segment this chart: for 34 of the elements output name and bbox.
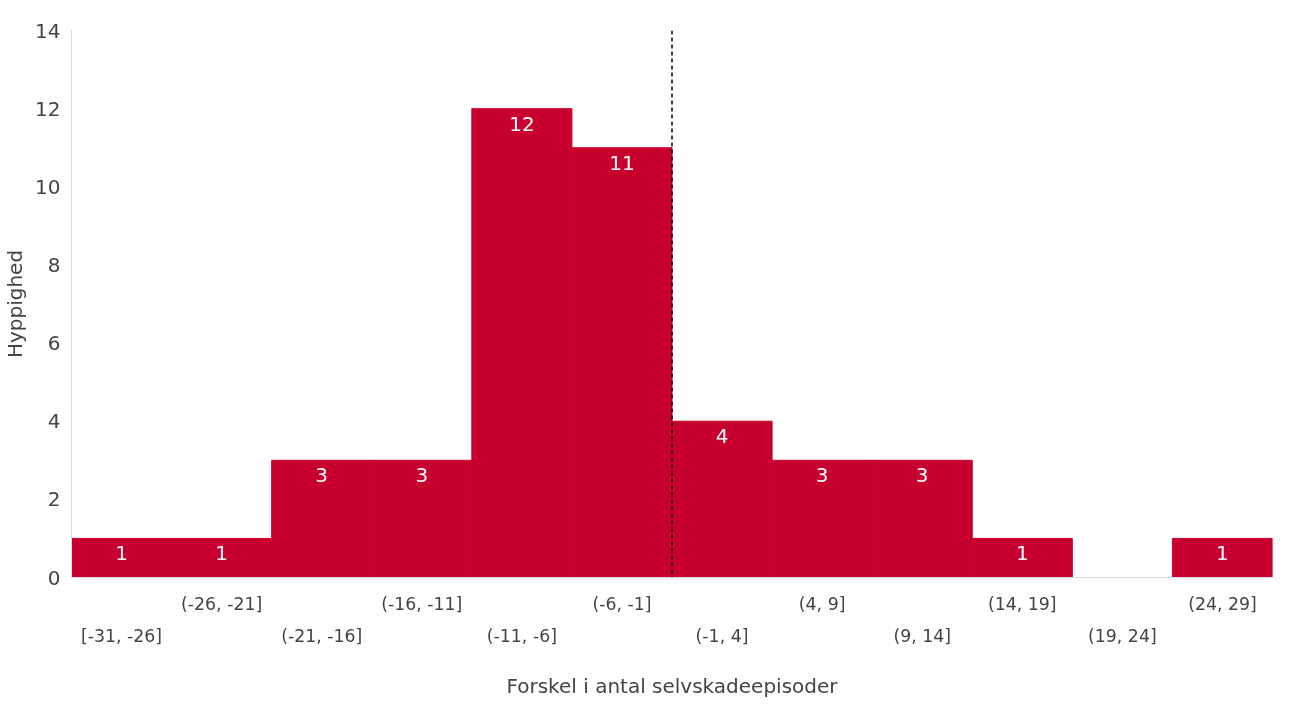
y-tick-label: 10 xyxy=(35,174,61,199)
data-label: 3 xyxy=(315,463,329,488)
x-tick-label: (19, 24] xyxy=(1088,625,1157,646)
data-label: 1 xyxy=(115,541,128,566)
y-tick-label: 12 xyxy=(35,96,61,121)
x-tick-label: (-1, 4] xyxy=(695,625,749,646)
x-tick-label: (-16, -11] xyxy=(381,593,463,614)
x-axis-title: Forskel i antal selvskadeepisoder xyxy=(506,673,839,698)
y-tick-label: 6 xyxy=(47,331,61,356)
x-tick-label: (9, 14] xyxy=(893,625,952,646)
data-label: 11 xyxy=(609,150,635,175)
data-label: 3 xyxy=(915,463,929,488)
x-tick-label: (-6, -1] xyxy=(592,593,652,614)
y-tick-label: 0 xyxy=(47,565,61,590)
x-tick-label: (-21, -16] xyxy=(281,625,363,646)
x-tick-label: [-31, -26] xyxy=(80,625,163,646)
y-tick-label: 14 xyxy=(35,18,61,43)
x-tick-label: (14, 19] xyxy=(987,593,1057,614)
data-label: 4 xyxy=(715,424,729,449)
x-tick-label: (4, 9] xyxy=(798,593,846,614)
data-label: 12 xyxy=(509,111,535,136)
x-tick-label: (-11, -6] xyxy=(486,625,557,646)
data-label: 1 xyxy=(1015,541,1029,566)
x-tick-label: (-26, -21] xyxy=(181,593,263,614)
data-label: 1 xyxy=(215,541,228,566)
data-label: 1 xyxy=(1216,541,1229,566)
bar xyxy=(1171,537,1273,578)
y-tick-label: 4 xyxy=(47,409,61,434)
y-tick-label: 8 xyxy=(47,252,61,277)
y-tick-label: 2 xyxy=(47,487,61,512)
x-tick-label: (24, 29] xyxy=(1188,593,1257,614)
y-axis-title: Hyppighed xyxy=(3,249,28,359)
data-label: 3 xyxy=(815,463,829,488)
data-label: 3 xyxy=(415,463,429,488)
